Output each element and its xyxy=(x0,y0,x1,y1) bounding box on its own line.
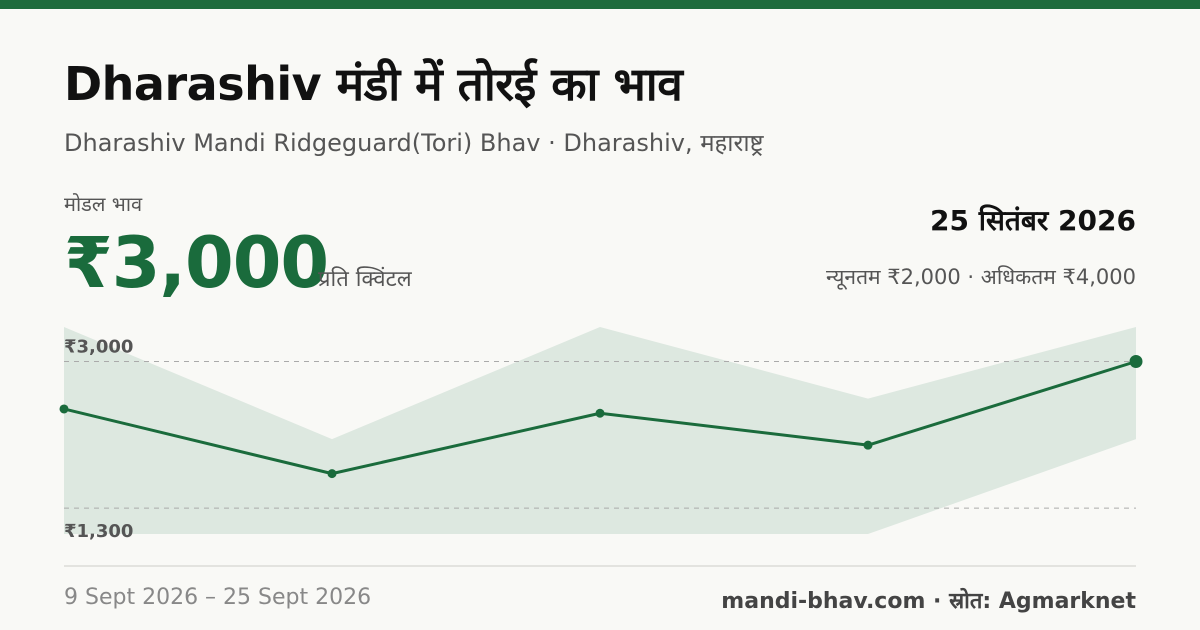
model-price-label: मोडल भाव xyxy=(64,192,143,216)
price-point xyxy=(863,440,873,450)
footer-credit: mandi-bhav.com · स्रोत: Agmarknet xyxy=(721,589,1136,614)
footer-divider xyxy=(64,565,1136,567)
page-subtitle: Dharashiv Mandi Ridgeguard(Tori) Bhav · … xyxy=(64,129,764,157)
date-range: 9 Sept 2026 – 25 Sept 2026 xyxy=(64,585,372,610)
price-date: 25 सितंबर 2026 xyxy=(930,204,1136,237)
price-range-band xyxy=(64,327,1136,534)
min-max-prices: न्यूनतम ₹2,000 · अधिकतम ₹4,000 xyxy=(826,265,1136,289)
site-name: mandi-bhav.com xyxy=(721,589,926,614)
page-title: Dharashiv मंडी में तोरई का भाव xyxy=(64,57,683,111)
data-source: स्रोत: Agmarknet xyxy=(949,589,1136,614)
latest-price-point xyxy=(1129,355,1143,368)
top-accent-bar xyxy=(0,0,1200,9)
model-price-value: ₹3,000 xyxy=(64,222,329,304)
price-unit: प्रति क्विंटल xyxy=(318,267,412,292)
reference-label: ₹3,000 xyxy=(64,337,133,358)
price-point xyxy=(595,408,605,418)
reference-label: ₹1,300 xyxy=(64,521,133,542)
price-point xyxy=(327,469,337,479)
price-point xyxy=(59,404,69,414)
